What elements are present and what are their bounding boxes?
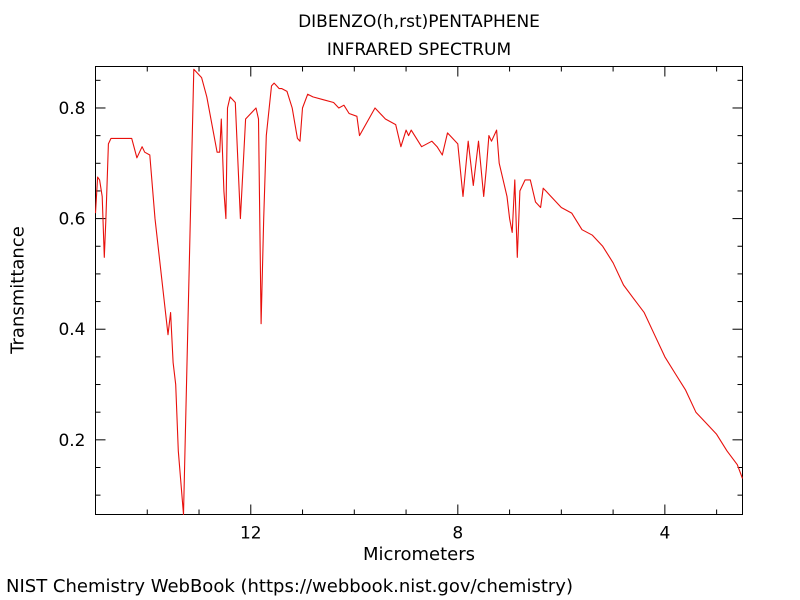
y-tick-label: 0.4 <box>58 320 85 340</box>
chart-subtitle: INFRARED SPECTRUM <box>326 40 512 60</box>
x-axis-label: Micrometers <box>363 544 475 565</box>
axes: 12 8 4 0.2 0.4 0.6 0.8 <box>58 66 743 544</box>
plot-frame <box>95 66 743 515</box>
y-tick-label: 0.6 <box>58 210 85 230</box>
x-tick-label: 12 <box>240 524 262 544</box>
chart-title: DIBENZO(h,rst)PENTAPHENE <box>298 12 540 32</box>
y-axis-label: Transmittance <box>7 226 29 354</box>
x-tick-label: 8 <box>452 524 463 544</box>
y-tick-label: 0.8 <box>58 99 85 119</box>
x-tick-label: 4 <box>659 524 670 544</box>
source-credit: NIST Chemistry WebBook (https://webbook.… <box>6 576 573 597</box>
y-tick-label: 0.2 <box>58 431 85 451</box>
spectrum-line <box>94 68 744 516</box>
